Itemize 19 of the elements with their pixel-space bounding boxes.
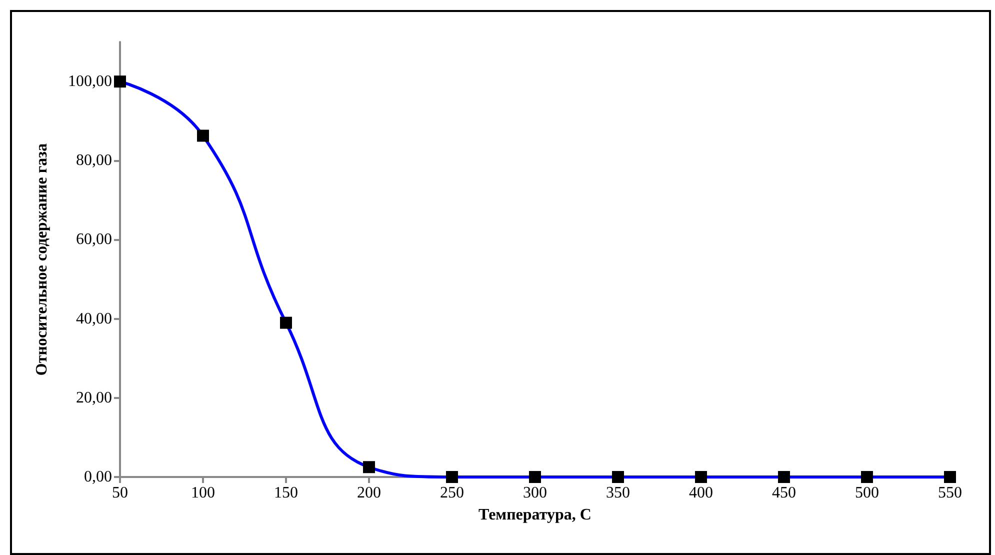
y-tick-label: 40,00	[76, 310, 112, 328]
x-tick-label: 550	[938, 484, 962, 502]
x-tick-label: 450	[772, 484, 796, 502]
x-tick-label: 100	[191, 484, 215, 502]
x-tick-label: 150	[274, 484, 298, 502]
y-tick-label: 60,00	[76, 231, 112, 248]
x-tick-label: 50	[112, 484, 128, 502]
y-tick-label: 20,00	[76, 389, 112, 406]
x-tick-label: 200	[357, 484, 381, 502]
y-axis-title: Относительное содержание газа	[34, 143, 50, 376]
x-tick-label: 350	[606, 484, 630, 502]
y-tick-label: 80,00	[76, 152, 112, 170]
x-tick-label: 300	[523, 484, 547, 502]
x-tick-label: 500	[855, 484, 879, 502]
x-tick-label: 250	[440, 484, 464, 502]
y-tick-label: 100,00	[68, 73, 112, 90]
y-tick-label: 0,00	[84, 468, 112, 486]
x-tick-label: 400	[689, 484, 713, 502]
x-axis-title: Температура, С	[478, 506, 592, 524]
